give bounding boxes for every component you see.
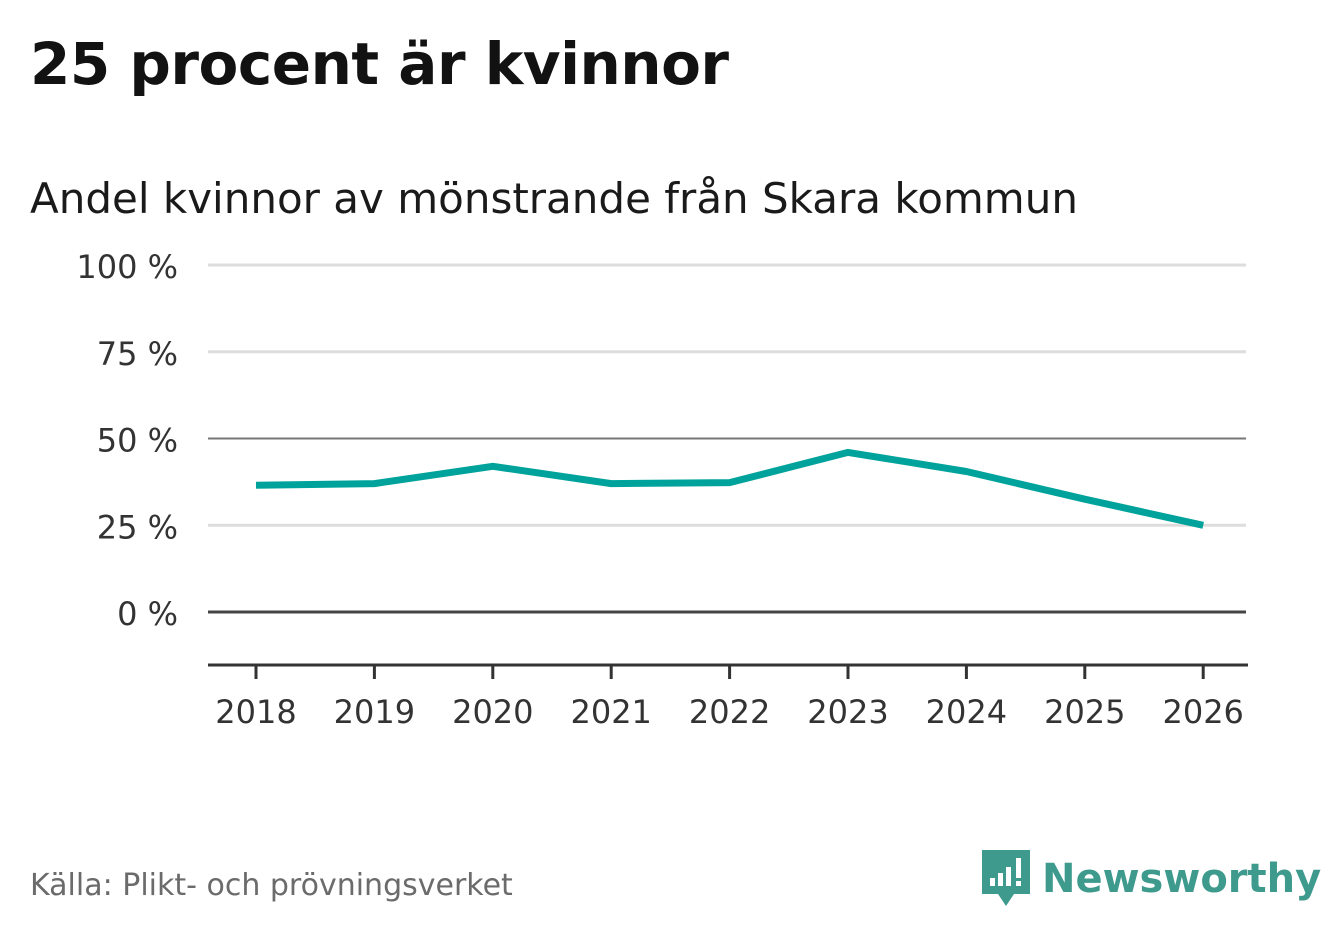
y-tick-label: 75 % [97,335,178,373]
x-tick-label: 2021 [570,693,651,731]
brand-name: Newsworthy [1042,856,1322,902]
series-line [255,448,1204,529]
x-tick-label: 2025 [1044,693,1125,731]
x-tick-label: 2023 [807,693,888,731]
x-tick-label: 2024 [926,693,1007,731]
chart-subtitle: Andel kvinnor av mönstrande från Skara k… [30,174,1078,223]
y-tick-label: 50 % [97,422,178,460]
line-chart: 0 % 25 % 50 % 75 % 100 % 2018 2019 2020 2021 2022… [76,248,1248,731]
x-tick-label: 2019 [334,693,415,731]
source-note: Källa: Plikt- och prövningsverket [30,868,513,903]
x-tick-label: 2018 [215,693,296,731]
x-tick-label: 2022 [689,693,770,731]
y-tick-label: 100 % [76,248,178,286]
y-tick-label: 25 % [97,508,178,546]
newsworthy-logo-icon [982,850,1030,906]
x-tick-label: 2020 [452,693,533,731]
y-tick-label: 0 % [117,595,178,633]
brand-logo: Newsworthy [980,848,1321,910]
x-tick-label: 2026 [1162,693,1243,731]
chart-title: 25 procent är kvinnor [30,30,729,98]
